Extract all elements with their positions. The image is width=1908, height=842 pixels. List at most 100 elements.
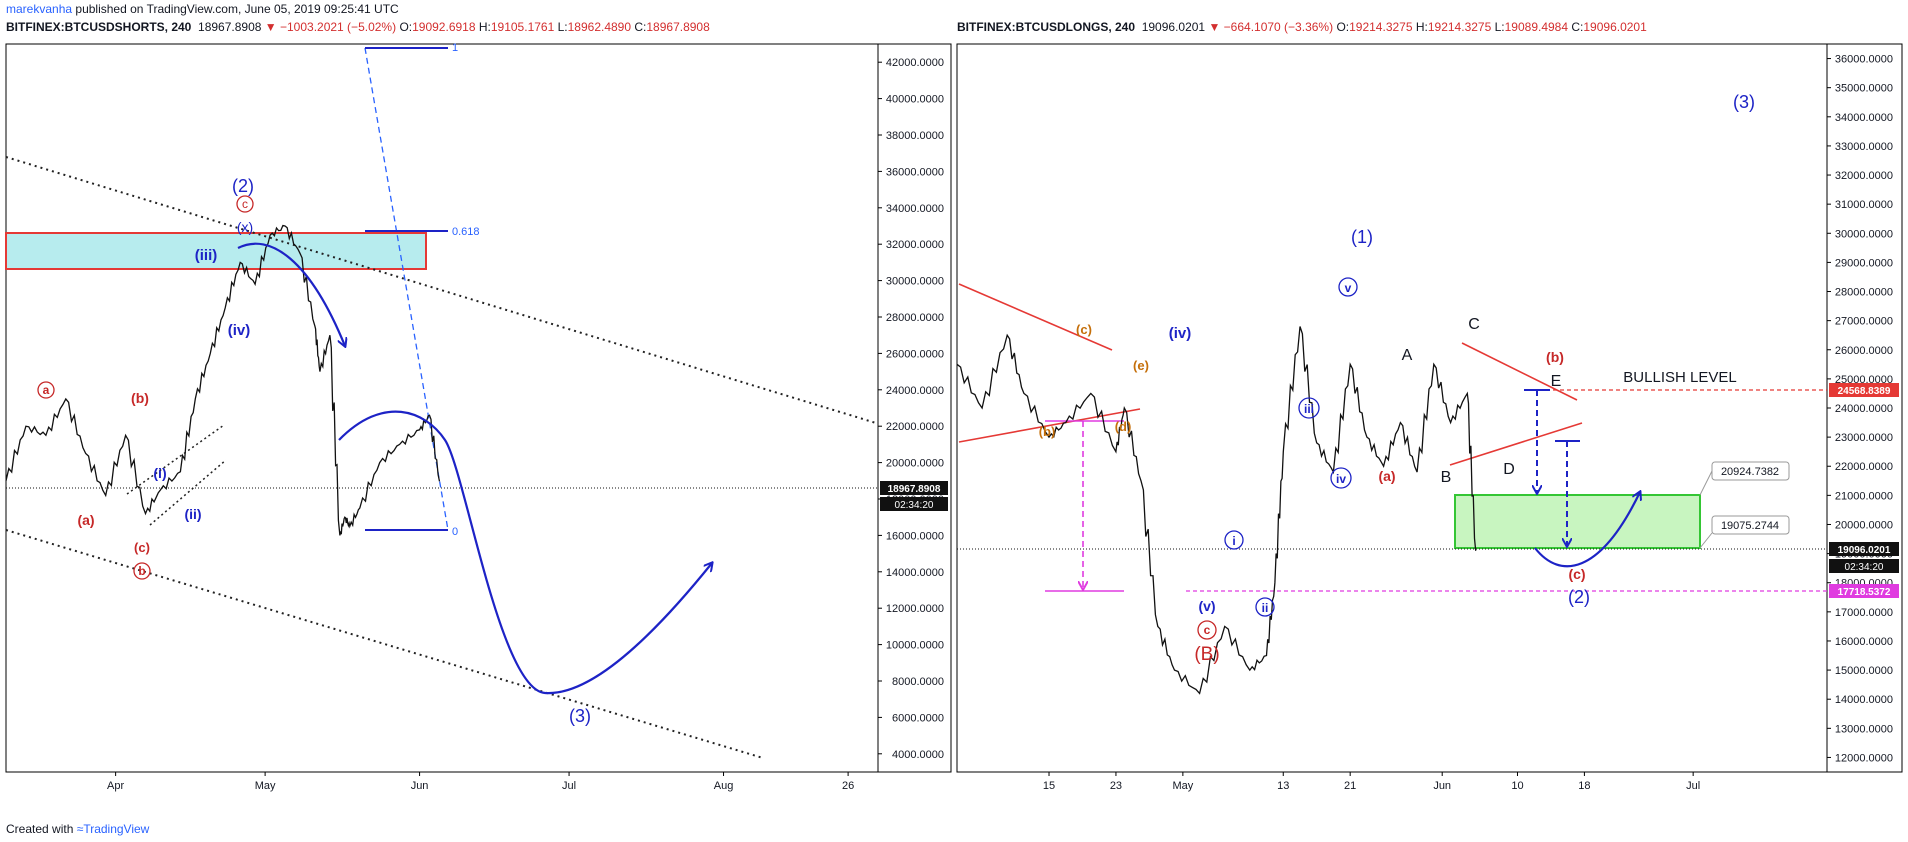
right-target-tag [1829,584,1899,598]
left-y-tick-label: 24000.0000 [886,385,944,397]
right-wave-C: C [1468,316,1480,333]
right-wave-E: E [1551,373,1562,390]
right-wave-c-orange: (c) [1076,322,1092,337]
left-countdown-tag [880,497,948,511]
left-y-tick-label: 42000.0000 [886,57,944,69]
left-high: 19105.1761 [490,20,555,34]
left-y-axis: 4000.0000 6000.0000 8000.0000 10000.0000 120… [878,57,944,761]
right-y-tick-label: 12000.0000 [1835,752,1893,764]
right-x-tick-label: 15 [1043,780,1055,792]
svg-text:20924.7382: 20924.7382 [1721,466,1779,478]
left-y-tick-label: 26000.0000 [886,348,944,360]
left-circle-b [133,562,151,580]
right-x-tick-label: Jun [1433,780,1451,792]
right-wave-D: D [1503,461,1515,478]
publish-info: marekvanha published on TradingView.com,… [6,2,399,16]
right-circle-i [1224,530,1244,550]
svg-text:02:34:20: 02:34:20 [1845,562,1884,573]
right-bullish-zone[interactable] [1454,494,1701,549]
right-y-tick-label: 24000.0000 [1835,403,1893,415]
svg-text:a: a [43,383,50,397]
right-low: 19089.4984 [1504,20,1569,34]
left-fib-label-0: 0 [452,526,458,538]
left-projection-wave-3[interactable] [338,410,712,695]
right-wave-iv-left: (iv) [1169,325,1192,342]
left-wave-i: (i) [153,465,166,481]
right-y-tick-label: 32000.0000 [1835,170,1893,182]
left-x-tick-label: Aug [714,780,734,792]
left-y-tick-label: 16000.0000 [886,530,944,542]
right-y-tick-label: 28000.0000 [1835,287,1893,299]
right-wave-c-red: (c) [1568,566,1585,582]
right-wave-v-low: (v) [1198,598,1215,614]
right-wave-A: A [1402,347,1413,364]
right-triangle-upper-old[interactable] [958,283,1113,351]
right-symbol[interactable]: BITFINEX:BTCUSDLONGS, 240 [957,20,1136,34]
right-triangle-lower[interactable] [1449,422,1583,466]
left-y-tick-label: 38000.0000 [886,130,944,142]
svg-text:iii: iii [1304,402,1314,416]
left-y-tick-label: 34000.0000 [886,203,944,215]
left-open: 19092.6918 [412,20,476,34]
right-wave-d-orange: (d) [1115,419,1132,434]
right-circle-v [1338,277,1358,297]
right-y-axis: 12000.0000 13000.0000 14000.0000 15000.0000… [1827,54,1893,764]
right-y-tick-label: 13000.0000 [1835,723,1893,735]
svg-text:18967.8908: 18967.8908 [888,484,941,495]
right-x-tick-label: 23 [1110,780,1122,792]
left-y-tick-label: 4000.0000 [892,749,944,761]
left-x-axis: Apr May Jun Jul Aug 26 [107,772,854,792]
right-x-tick-label: May [1172,780,1193,792]
right-triangle-lower-old[interactable] [958,408,1141,443]
left-y-tick-label: 8000.0000 [892,676,944,688]
right-triangle-upper[interactable] [1461,342,1578,401]
right-x-tick-label: Jul [1686,780,1700,792]
right-y-tick-label: 16000.0000 [1835,636,1893,648]
left-channel-lower[interactable] [5,529,764,759]
left-channel-upper[interactable] [5,156,877,424]
right-y-tick-label: 15000.0000 [1835,665,1893,677]
svg-text:v: v [1345,281,1352,295]
right-y-tick-label: 26000.0000 [1835,345,1893,357]
left-close: 18967.8908 [646,20,710,34]
left-projection-arrow-short[interactable] [237,242,345,346]
left-y-tick-label: 6000.0000 [892,712,944,724]
right-pane-header: BITFINEX:BTCUSDLONGS, 240 19096.0201 ▼ −… [957,20,1647,34]
right-last: 19096.0201 [1141,20,1206,34]
left-low: 18962.4890 [567,20,632,34]
left-resistance-zone[interactable] [5,232,427,270]
footer-created: Created with [6,822,74,836]
right-y-tick-label: 29000.0000 [1835,257,1893,269]
left-wedge-lower[interactable] [149,459,227,526]
publish-text: published on TradingView.com, June 05, 2… [75,2,399,16]
left-fib-trendline[interactable] [364,47,449,531]
right-x-tick-label: 13 [1277,780,1289,792]
right-circle-iv [1330,467,1352,489]
right-callout-bottom[interactable] [1711,515,1790,535]
left-wave-x: (x) [237,219,253,235]
footer: Created with ≈TradingView [6,822,149,836]
left-y-tick-label: 20000.0000 [886,458,944,470]
svg-text:17718.5372: 17718.5372 [1838,587,1891,598]
left-wave-2: (2) [232,176,254,196]
left-symbol[interactable]: BITFINEX:BTCUSDSHORTS, 240 [6,20,192,34]
svg-text:19096.0201: 19096.0201 [1838,545,1891,556]
right-wave-2: (2) [1568,587,1590,607]
right-y-tick-label: 14000.0000 [1835,694,1893,706]
right-projection-curve[interactable] [1534,492,1640,568]
left-wave-3-target: (3) [569,706,591,726]
right-callout-top[interactable] [1711,461,1790,481]
right-x-tick-label: 10 [1511,780,1523,792]
left-wave-iv: (iv) [228,322,251,339]
right-circle-ii [1255,597,1275,617]
author-link[interactable]: marekvanha [6,2,73,16]
left-y-tick-label: 28000.0000 [886,312,944,324]
left-y-tick-label: 36000.0000 [886,166,944,178]
right-y-tick-label: 34000.0000 [1835,112,1893,124]
tradingview-link[interactable]: TradingView [83,822,150,836]
right-wave-b-red: (b) [1546,349,1564,365]
left-y-tick-label: 12000.0000 [886,603,944,615]
left-wedge-upper[interactable] [126,424,225,495]
svg-text:24568.8389: 24568.8389 [1838,386,1891,397]
left-wave-b: (b) [131,390,149,406]
